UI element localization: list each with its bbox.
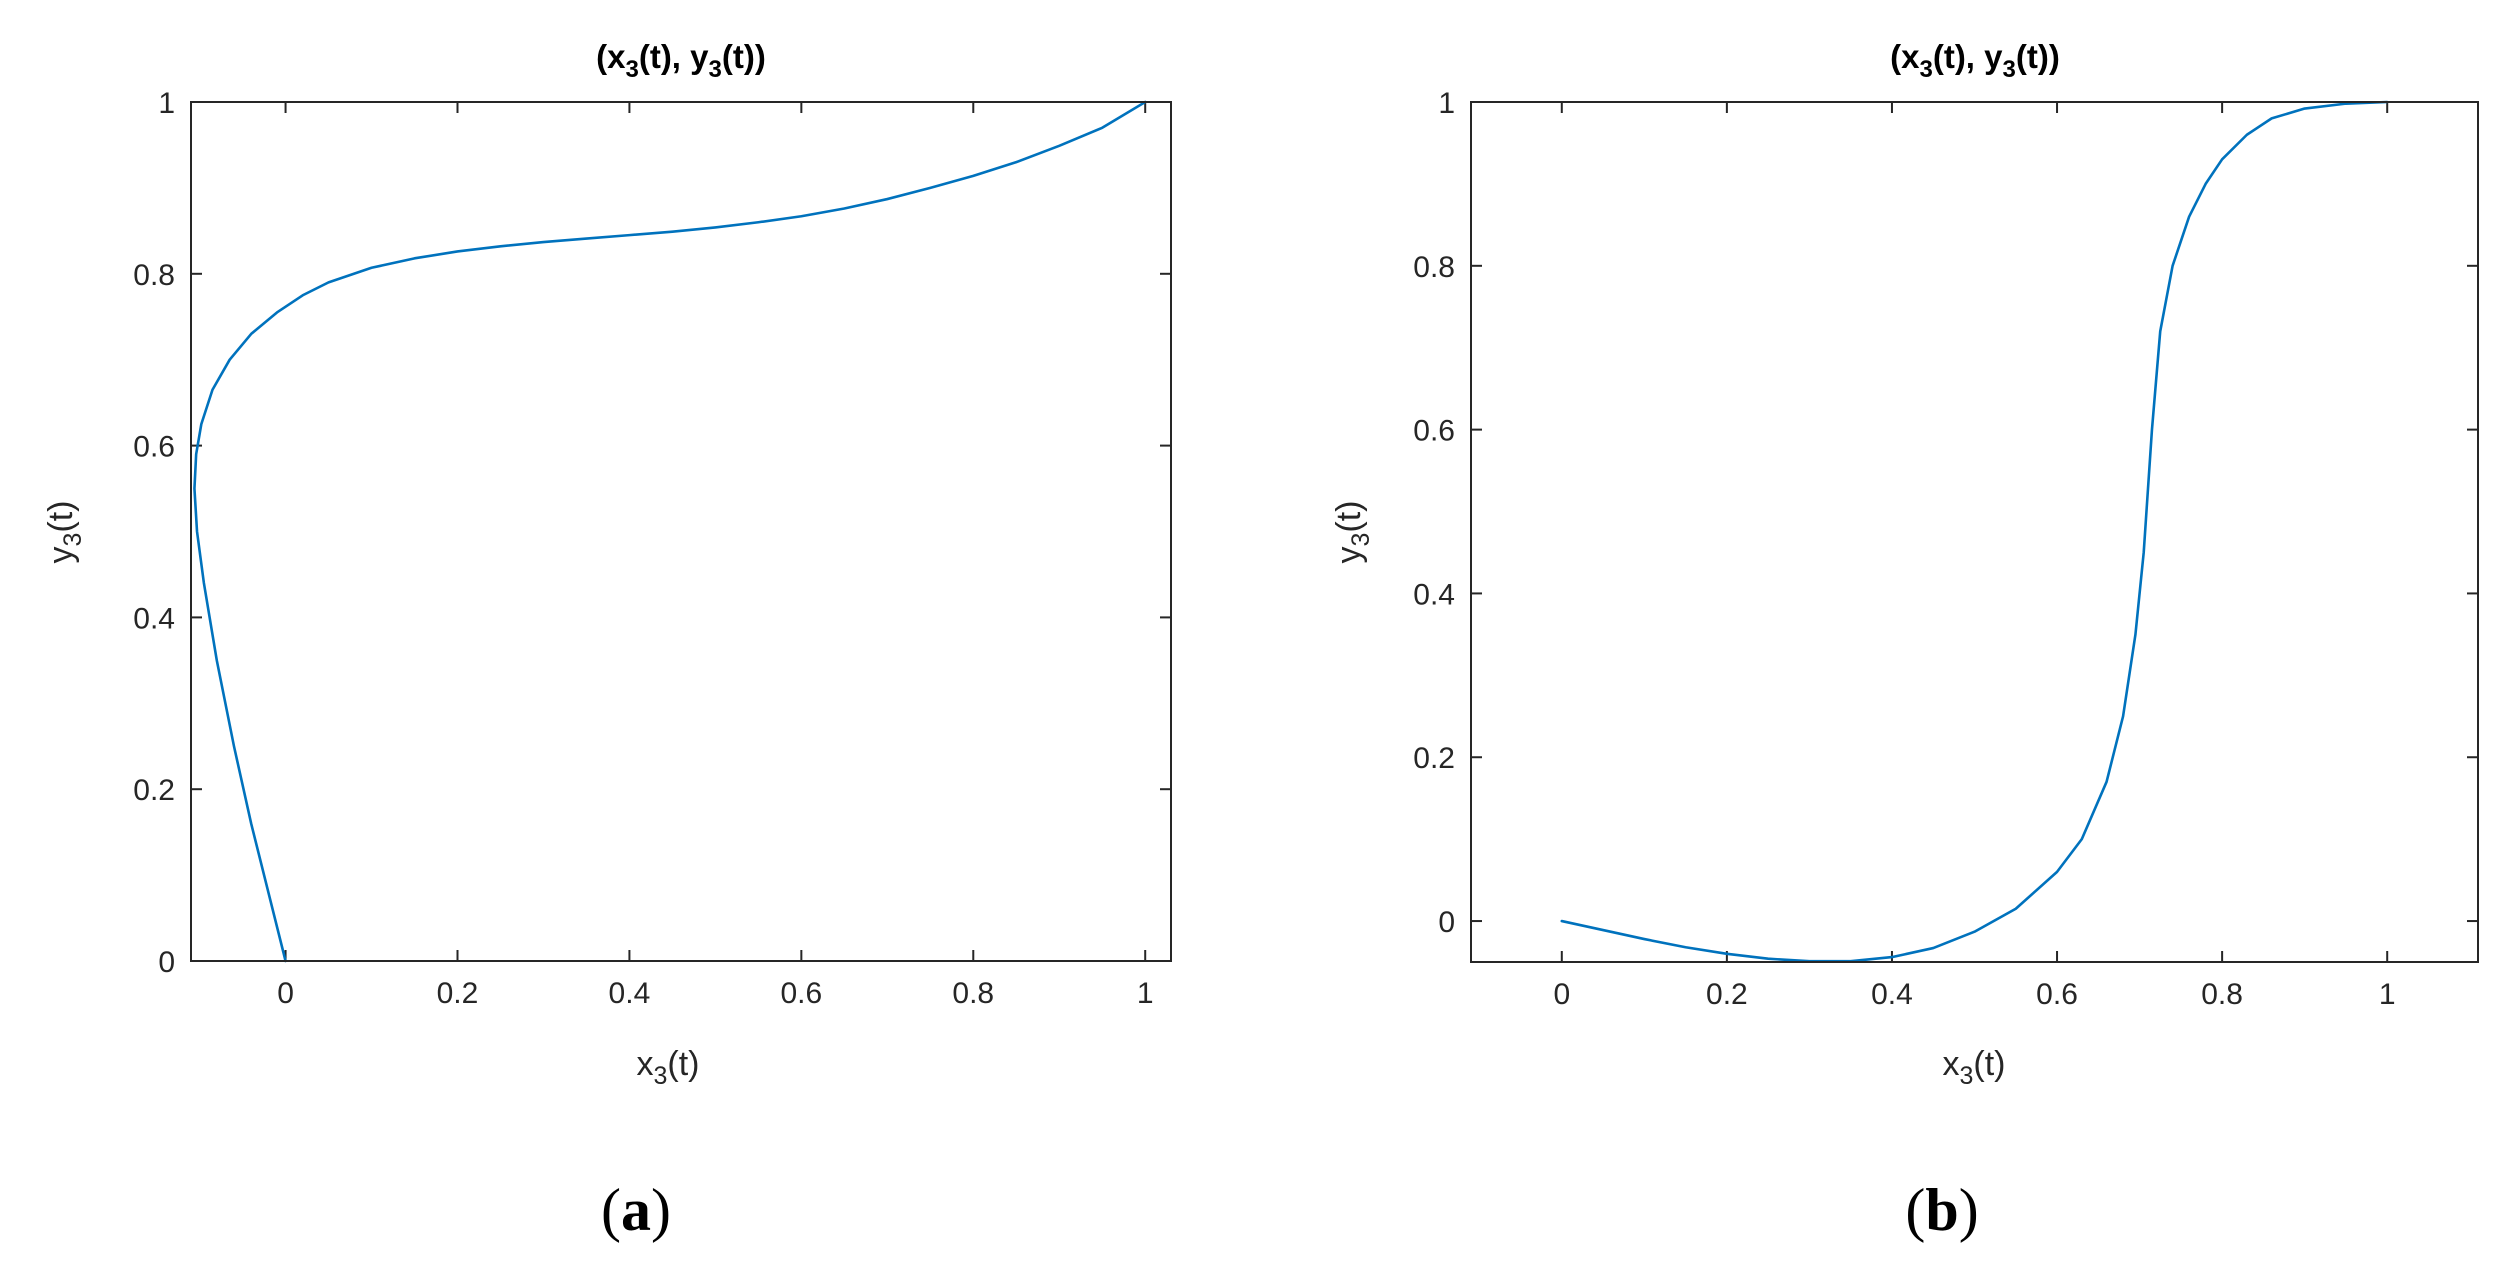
- y-tick-label: 1: [1438, 87, 1455, 120]
- y-tick-label: 0.6: [1413, 415, 1455, 448]
- x-tick-label: 0.8: [952, 977, 994, 1010]
- x-axis-label: x3(t): [1943, 1045, 2006, 1090]
- x-axis-label: x3(t): [637, 1045, 700, 1090]
- axes-layer: 0 0.2 0.4 0.6 0.8 1 0 0.2 0.4 0.6 0.8 1: [133, 87, 1171, 1010]
- y-tick-label: 0.4: [133, 602, 175, 635]
- plot-background: [1471, 102, 2478, 962]
- x-tick-label: 0: [1553, 978, 1570, 1011]
- x-tick-label: 0.2: [1706, 978, 1748, 1011]
- plot-frame: [190, 101, 1172, 962]
- y-axis-label: y3(t): [42, 501, 87, 564]
- series-line: [193, 100, 1147, 963]
- x-tick-label: 0.8: [2201, 978, 2243, 1011]
- x-tick-label: 1: [1137, 977, 1154, 1010]
- y-tick-label: 0: [1438, 906, 1455, 939]
- plot-frame: [1470, 101, 2479, 963]
- chart-panel-b: 0 0.2 0.4 0.6 0.8 1 0 0.2 0.4 0.6 0.8 1 (x3(t), y3(…: [1330, 38, 2479, 1243]
- y-tick-label: 0.8: [133, 259, 175, 292]
- x-tick-label: 0.2: [437, 977, 479, 1010]
- y-tick-label: 1: [158, 87, 175, 120]
- y-tick-label: 0: [158, 946, 175, 979]
- plot-background: [191, 102, 1171, 961]
- y-tick-label: 0.6: [133, 431, 175, 464]
- axes-layer: 0 0.2 0.4 0.6 0.8 1 0 0.2 0.4 0.6 0.8 1: [1413, 87, 2478, 1011]
- y-tick-label: 0.4: [1413, 578, 1455, 611]
- x-tick-label: 0: [277, 977, 294, 1010]
- y-tick-label: 0.2: [1413, 742, 1455, 775]
- chart-panel-a: 0 0.2 0.4 0.6 0.8 1 0 0.2 0.4 0.6 0.8 1 (x3(t), y3(…: [42, 38, 1172, 1243]
- y-axis-label: y3(t): [1330, 501, 1375, 564]
- series-layer: [193, 100, 1147, 963]
- y-tick-label: 0.2: [133, 774, 175, 807]
- panel-caption: (b): [1905, 1177, 1978, 1243]
- chart-title: (x3(t), y3(t)): [1890, 38, 2060, 83]
- series-layer: [1560, 100, 2389, 963]
- panel-caption: (a): [601, 1177, 671, 1243]
- series-line: [1560, 100, 2389, 963]
- x-tick-label: 0.6: [780, 977, 822, 1010]
- x-tick-label: 0.4: [609, 977, 651, 1010]
- y-tick-label: 0.8: [1413, 251, 1455, 284]
- x-tick-label: 0.6: [2036, 978, 2078, 1011]
- x-tick-label: 0.4: [1871, 978, 1913, 1011]
- x-tick-label: 1: [2379, 978, 2396, 1011]
- chart-title: (x3(t), y3(t)): [596, 38, 766, 83]
